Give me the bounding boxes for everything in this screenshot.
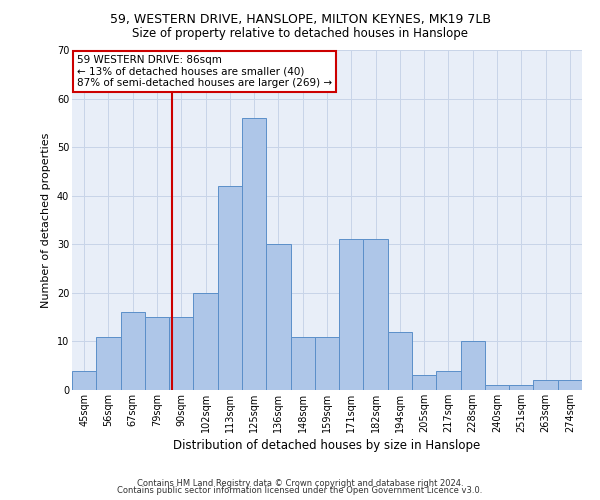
Bar — [485, 385, 509, 390]
Bar — [364, 240, 388, 390]
Bar — [290, 336, 315, 390]
Bar — [436, 370, 461, 390]
Bar — [388, 332, 412, 390]
Bar — [193, 293, 218, 390]
Bar — [509, 385, 533, 390]
Bar — [72, 370, 96, 390]
Bar — [218, 186, 242, 390]
Bar — [242, 118, 266, 390]
Bar — [461, 342, 485, 390]
Bar — [315, 336, 339, 390]
X-axis label: Distribution of detached houses by size in Hanslope: Distribution of detached houses by size … — [173, 439, 481, 452]
Y-axis label: Number of detached properties: Number of detached properties — [41, 132, 51, 308]
Bar — [96, 336, 121, 390]
Bar — [145, 317, 169, 390]
Text: 59 WESTERN DRIVE: 86sqm
← 13% of detached houses are smaller (40)
87% of semi-de: 59 WESTERN DRIVE: 86sqm ← 13% of detache… — [77, 55, 332, 88]
Bar — [533, 380, 558, 390]
Text: Contains public sector information licensed under the Open Government Licence v3: Contains public sector information licen… — [118, 486, 482, 495]
Bar — [412, 376, 436, 390]
Text: Contains HM Land Registry data © Crown copyright and database right 2024.: Contains HM Land Registry data © Crown c… — [137, 478, 463, 488]
Text: 59, WESTERN DRIVE, HANSLOPE, MILTON KEYNES, MK19 7LB: 59, WESTERN DRIVE, HANSLOPE, MILTON KEYN… — [110, 12, 491, 26]
Bar — [169, 317, 193, 390]
Bar — [339, 240, 364, 390]
Text: Size of property relative to detached houses in Hanslope: Size of property relative to detached ho… — [132, 28, 468, 40]
Bar — [266, 244, 290, 390]
Bar — [121, 312, 145, 390]
Bar — [558, 380, 582, 390]
